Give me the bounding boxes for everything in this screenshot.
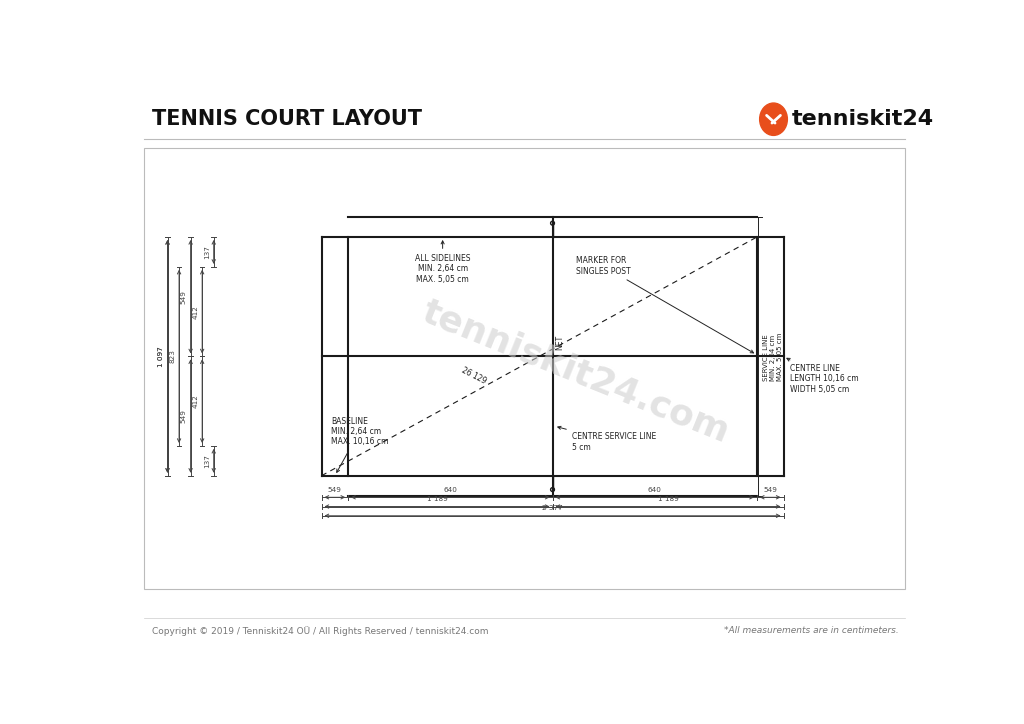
Text: TENNIS COURT LAYOUT: TENNIS COURT LAYOUT (153, 109, 422, 129)
Text: MARKER FOR
SINGLES POST: MARKER FOR SINGLES POST (575, 256, 754, 353)
Text: 1 097: 1 097 (158, 346, 164, 367)
Text: BASELINE
MIN. 2,64 cm
MAX. 10,16 cm: BASELINE MIN. 2,64 cm MAX. 10,16 cm (331, 417, 388, 472)
Text: CENTRE LINE
LENGTH 10,16 cm
WIDTH 5,05 cm: CENTRE LINE LENGTH 10,16 cm WIDTH 5,05 c… (786, 358, 858, 394)
Text: SERVICE LINE
MIN. 2,64 cm
MAX. 5,05 cm: SERVICE LINE MIN. 2,64 cm MAX. 5,05 cm (763, 332, 783, 381)
Text: 640: 640 (443, 487, 458, 492)
Text: 412: 412 (193, 305, 199, 319)
Text: tenniskit24.com: tenniskit24.com (417, 295, 734, 449)
Text: 26 129: 26 129 (460, 366, 487, 385)
Text: 549: 549 (328, 487, 342, 492)
Text: NET: NET (556, 335, 564, 350)
Bar (144, 148, 905, 589)
Text: 1 189: 1 189 (657, 496, 678, 502)
Text: tenniskit24: tenniskit24 (792, 109, 934, 129)
Text: 549: 549 (181, 290, 186, 303)
Text: 137: 137 (204, 245, 210, 259)
Text: 2 377: 2 377 (542, 505, 563, 511)
Text: 823: 823 (169, 350, 175, 363)
Text: 1 189: 1 189 (427, 496, 447, 502)
Ellipse shape (760, 103, 787, 135)
Text: 412: 412 (193, 394, 199, 408)
Text: 549: 549 (181, 409, 186, 423)
Text: CENTRE SERVICE LINE
5 cm: CENTRE SERVICE LINE 5 cm (558, 426, 656, 452)
Text: 1 097: 1 097 (158, 346, 164, 367)
Text: 640: 640 (648, 487, 662, 492)
Text: Copyright © 2019 / Tenniskit24 OÜ / All Rights Reserved / tenniskit24.com: Copyright © 2019 / Tenniskit24 OÜ / All … (153, 626, 488, 636)
Text: 137: 137 (204, 454, 210, 468)
Text: *All measurements are in centimeters.: *All measurements are in centimeters. (724, 626, 899, 635)
Text: 549: 549 (763, 487, 777, 492)
Text: ALL SIDELINES
MIN. 2,64 cm
MAX. 5,05 cm: ALL SIDELINES MIN. 2,64 cm MAX. 5,05 cm (415, 241, 470, 284)
